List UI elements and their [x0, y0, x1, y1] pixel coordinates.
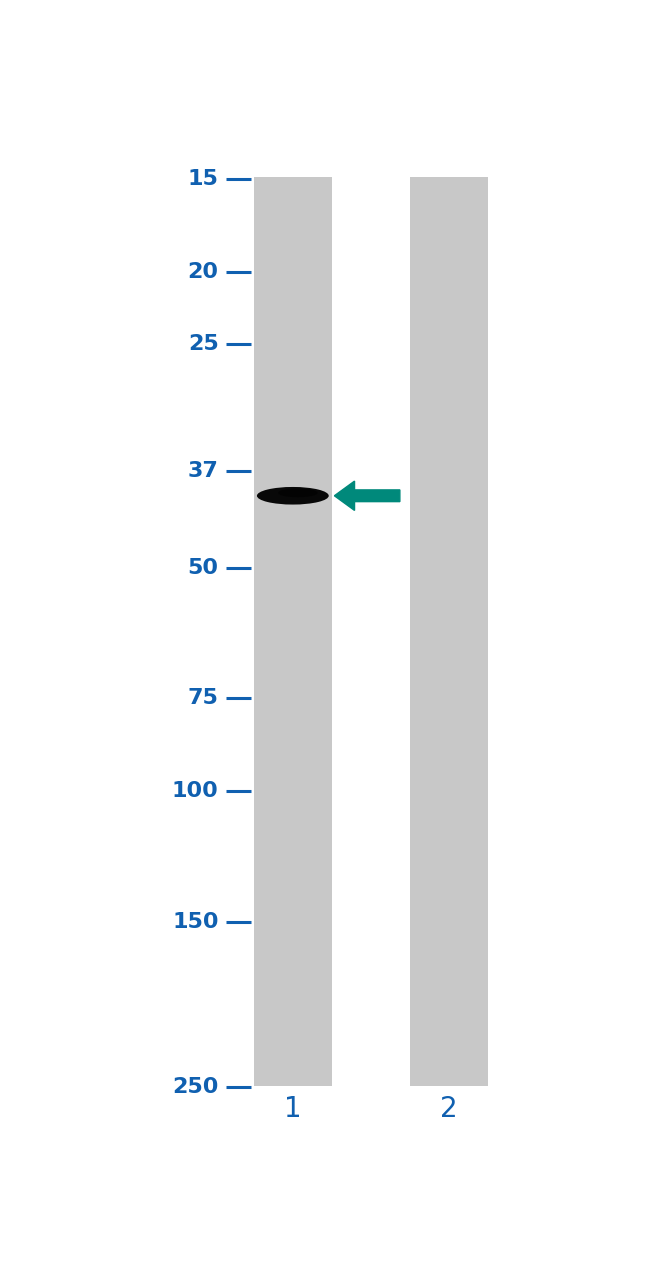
Text: 1: 1: [284, 1095, 302, 1123]
Text: 20: 20: [187, 262, 218, 282]
Text: 25: 25: [188, 334, 218, 354]
Text: 2: 2: [440, 1095, 458, 1123]
Text: 100: 100: [172, 781, 218, 801]
Text: 75: 75: [188, 688, 218, 709]
Ellipse shape: [278, 489, 318, 498]
Bar: [410, 177, 488, 1086]
Text: 50: 50: [187, 558, 218, 578]
Text: 37: 37: [188, 461, 218, 480]
Bar: [254, 177, 332, 1086]
Text: 15: 15: [188, 169, 218, 189]
Text: 250: 250: [172, 1077, 218, 1097]
FancyArrow shape: [334, 481, 400, 511]
Text: 150: 150: [172, 912, 218, 932]
Ellipse shape: [257, 486, 329, 504]
